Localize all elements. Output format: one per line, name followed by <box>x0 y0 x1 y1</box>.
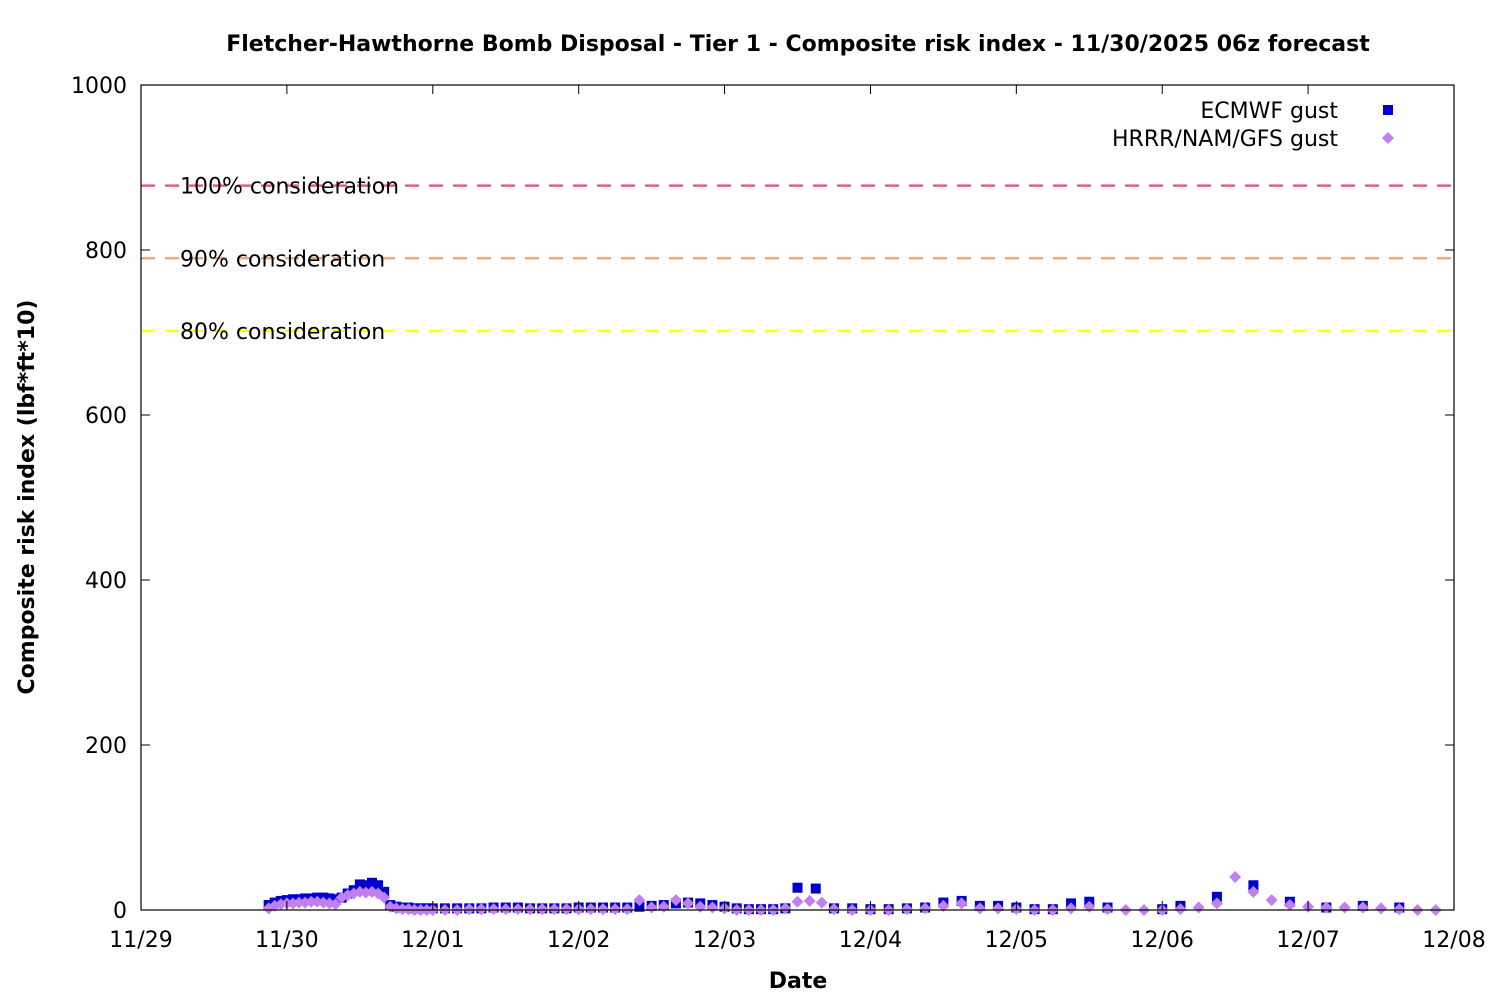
y-tick-label: 400 <box>85 569 127 594</box>
legend: ECMWF gust HRRR/NAM/GFS gust <box>1112 99 1394 152</box>
data-point-series-1 <box>609 903 622 916</box>
x-tick-label: 12/03 <box>693 928 756 953</box>
data-point-series-1 <box>378 891 391 904</box>
data-point-series-1 <box>1229 871 1242 883</box>
data-point-series-1 <box>803 894 816 907</box>
legend-marker-0 <box>1383 105 1393 115</box>
data-point-series-0 <box>792 882 803 893</box>
data-point-series-0 <box>634 901 645 912</box>
legend-marker-1 <box>1382 132 1394 144</box>
data-point-series-1 <box>1247 885 1260 898</box>
x-tick-label: 12/01 <box>401 928 464 953</box>
data-point-series-1 <box>596 903 609 916</box>
legend-label-0: ECMWF gust <box>1200 99 1338 124</box>
data-point-series-1 <box>900 903 913 916</box>
data-point-series-0 <box>366 877 377 888</box>
x-tick-label: 12/04 <box>839 928 902 953</box>
data-point-series-0 <box>1211 891 1222 902</box>
data-point-series-1 <box>475 903 488 916</box>
x-tick-label: 12/07 <box>1276 928 1339 953</box>
x-tick-label: 11/30 <box>255 928 318 953</box>
data-point-series-1 <box>992 902 1005 915</box>
data-point-series-0 <box>373 880 384 891</box>
data-point-series-1 <box>669 894 682 907</box>
data-point-series-1 <box>621 903 634 916</box>
data-point-series-1 <box>1174 903 1187 916</box>
y-axis-ticks: 0 200 400 600 800 1000 <box>71 74 1454 924</box>
data-point-series-1 <box>1210 897 1223 910</box>
x-tick-label: 12/05 <box>985 928 1048 953</box>
data-point-series-1 <box>973 902 986 915</box>
y-tick-label: 0 <box>113 899 127 924</box>
data-point-series-1 <box>955 897 968 910</box>
data-point-series-0 <box>810 883 821 894</box>
data-point-series-1 <box>293 896 306 909</box>
data-point-series-1 <box>815 896 828 909</box>
data-point-series-1 <box>937 899 950 912</box>
data-point-series-0 <box>360 880 371 891</box>
data-point-series-0 <box>354 879 365 890</box>
data-point-series-1 <box>524 903 537 916</box>
data-point-series-1 <box>1265 894 1278 907</box>
data-point-series-1 <box>682 897 695 910</box>
reference-lines: 100% consideration 90% consideration 80% c… <box>141 175 1454 345</box>
y-tick-label: 800 <box>85 239 127 264</box>
data-point-series-1 <box>584 903 597 916</box>
y-tick-label: 200 <box>85 734 127 759</box>
data-point-series-1 <box>305 895 318 908</box>
data-point-series-1 <box>827 903 840 916</box>
data-point-series-1 <box>1101 903 1114 916</box>
data-point-series-1 <box>463 903 476 916</box>
data-point-series-1 <box>329 898 342 911</box>
data-point-series-1 <box>560 903 573 916</box>
data-point-series-1 <box>536 903 549 916</box>
data-point-series-1 <box>487 903 500 916</box>
data-point-series-1 <box>548 903 561 916</box>
y-tick-label: 1000 <box>71 74 127 99</box>
plot-frame <box>140 84 1455 911</box>
plot-points <box>262 871 1442 916</box>
data-point-series-1 <box>919 902 932 915</box>
x-axis-ticks: 11/29 11/30 12/01 12/02 12/03 12/04 12/05 12/06… <box>109 85 1486 953</box>
legend-label-1: HRRR/NAM/GFS gust <box>1112 127 1338 152</box>
data-point-series-1 <box>499 903 512 916</box>
x-tick-label: 12/02 <box>547 928 610 953</box>
data-point-series-1 <box>511 903 524 916</box>
reference-line-label-1: 90% consideration <box>180 247 385 272</box>
x-tick-label: 12/06 <box>1131 928 1194 953</box>
data-point-series-1 <box>1065 902 1078 915</box>
y-axis-label: Composite risk index (lbf*ft*10) <box>15 300 40 695</box>
reference-line-label-2: 80% consideration <box>180 320 385 345</box>
chart-title: Fletcher-Hawthorne Bomb Disposal - Tier … <box>226 32 1370 57</box>
data-point-series-0 <box>1248 880 1259 891</box>
data-point-series-1 <box>791 895 804 908</box>
x-axis-label: Date <box>769 969 828 994</box>
data-point-series-1 <box>1375 902 1388 915</box>
reference-line-label-0: 100% consideration <box>180 175 399 200</box>
data-point-series-1 <box>633 894 646 907</box>
data-point-series-1 <box>1283 899 1296 912</box>
data-point-series-1 <box>396 903 409 916</box>
x-tick-label: 12/08 <box>1422 928 1485 953</box>
x-tick-label: 11/29 <box>109 928 172 953</box>
data-point-series-1 <box>1393 903 1406 916</box>
data-point-series-1 <box>779 902 792 915</box>
y-tick-label: 600 <box>85 404 127 429</box>
